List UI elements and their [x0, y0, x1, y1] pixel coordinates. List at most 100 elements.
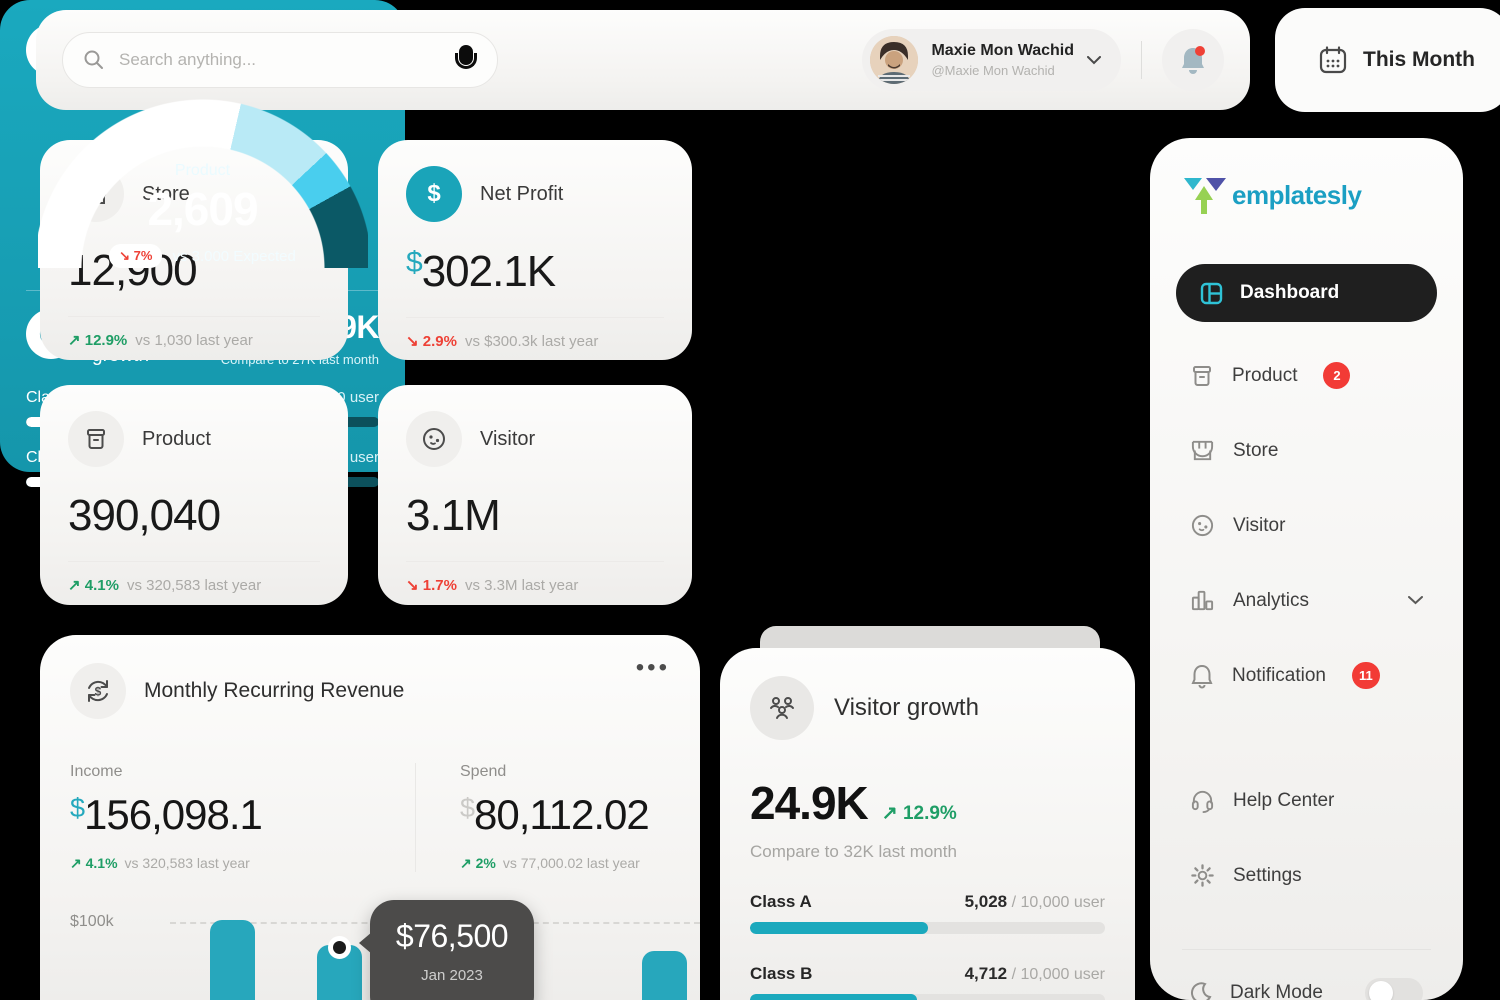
- revenue-bar-chart: $100k $76,500 Jan 2023: [70, 900, 700, 1000]
- stat-value: 3.1M: [406, 491, 501, 540]
- income-label: Income: [70, 763, 123, 780]
- spend-compare: vs 77,000.02 last year: [502, 855, 640, 871]
- revenue-bar[interactable]: [210, 920, 255, 1000]
- bell-icon: [1182, 46, 1205, 74]
- search-input-wrap[interactable]: [62, 32, 498, 88]
- notifications-button[interactable]: [1162, 29, 1224, 91]
- mrr-card: $ Monthly Recurring Revenue ••• Income $…: [40, 635, 700, 1000]
- dark-mode-label: Dark Mode: [1230, 982, 1323, 1000]
- spend-label: Spend: [460, 763, 507, 780]
- search-icon: [83, 49, 105, 71]
- sidebar-item-label: Visitor: [1233, 514, 1286, 536]
- recurring-revenue-icon: $: [70, 663, 126, 719]
- user-menu[interactable]: Maxie Mon Wachid @Maxie Mon Wachid: [862, 29, 1121, 91]
- stat-card-visitor: Visitor 3.1M ↘ 1.7% vs 3.3M last year: [378, 385, 692, 605]
- bell-outline-icon: [1190, 663, 1214, 689]
- gauge-label: Product: [174, 162, 231, 179]
- tooltip-label: Jan 2023: [421, 967, 483, 984]
- topbar-divider: [1141, 41, 1142, 79]
- tooltip-value: $76,500: [395, 918, 509, 954]
- top-bar: Maxie Mon Wachid @Maxie Mon Wachid: [36, 10, 1250, 110]
- dark-mode-row: Dark Mode: [1176, 964, 1437, 1000]
- class-a-value: 5,028: [964, 892, 1008, 911]
- stat-title: Visitor: [480, 427, 536, 450]
- user-name: Maxie Mon Wachid: [931, 42, 1074, 59]
- headset-icon: [1190, 788, 1215, 813]
- notification-badge: 11: [1352, 662, 1380, 689]
- store-icon: [1190, 438, 1215, 463]
- class-a-label: Class A: [750, 892, 812, 911]
- logo[interactable]: emplatesly: [1176, 174, 1437, 216]
- sidebar-item-analytics[interactable]: Analytics: [1176, 563, 1437, 638]
- stat-delta: ↘ 1.7%: [406, 577, 457, 594]
- sidebar-item-dashboard[interactable]: Dashboard: [1176, 264, 1437, 322]
- sidebar-item-settings[interactable]: Settings: [1176, 838, 1437, 913]
- sidebar-item-help-center[interactable]: Help Center: [1176, 763, 1437, 838]
- income-value: $156,098.1: [70, 791, 263, 838]
- chart-tooltip: $76,500 Jan 2023: [359, 900, 534, 1000]
- gauge-delta-pill: ↘ 7%: [109, 244, 163, 268]
- sidebar-item-visitor[interactable]: Visitor: [1176, 488, 1437, 563]
- selected-point-marker: [328, 936, 351, 959]
- sidebar-item-label: Notification: [1232, 664, 1326, 686]
- visitor-growth-title: Visitor growth: [834, 694, 979, 721]
- income-compare: vs 320,583 last year: [124, 855, 250, 871]
- class-a-total: / 10,000 user: [1011, 894, 1105, 911]
- revenue-bar[interactable]: [642, 951, 687, 1000]
- sidebar-item-notification[interactable]: Notification 11: [1176, 638, 1437, 713]
- class-b-progress: [750, 994, 1105, 1000]
- gauge-value: 2,609: [147, 183, 258, 235]
- visitor-growth-card: Visitor growth 24.9K ↗ 12.9% Compare to …: [720, 648, 1135, 1000]
- sidebar-item-label: Settings: [1233, 864, 1302, 886]
- currency-symbol: $: [406, 246, 423, 279]
- sidebar: emplatesly Dashboard Product 2 Store Vis…: [1150, 138, 1463, 1000]
- moon-icon: [1190, 982, 1212, 1000]
- stat-compare: vs 3.3M last year: [464, 577, 579, 594]
- income-column: Income $156,098.1 ↗ 4.1% vs 320,583 last…: [70, 763, 415, 872]
- stat-delta: ↗ 12.9%: [68, 332, 128, 349]
- group-icon: [750, 676, 814, 740]
- product-gauge: Product 2,609 ↘ 7% vs 3.000 Expected: [37, 98, 368, 268]
- gauge-arc: [37, 98, 368, 268]
- class-b-value: 4,712: [964, 964, 1008, 983]
- period-selector[interactable]: This Month: [1275, 8, 1500, 112]
- product-box-icon: [1190, 364, 1214, 388]
- stat-value: $302.1K: [406, 246, 556, 296]
- analytics-icon: [1190, 588, 1215, 613]
- sidebar-item-product[interactable]: Product 2: [1176, 338, 1437, 413]
- stat-compare: vs $300.3k last year: [464, 333, 599, 350]
- y-axis-label: $100k: [70, 913, 114, 930]
- class-a-progress: [750, 922, 1105, 934]
- avatar: [870, 36, 919, 84]
- spend-value: $80,112.02: [460, 791, 650, 838]
- mrr-title: Monthly Recurring Revenue: [144, 679, 405, 702]
- stat-value: 390,040: [68, 491, 221, 540]
- stat-title: Net Profit: [480, 182, 564, 205]
- sidebar-item-store[interactable]: Store: [1176, 413, 1437, 488]
- gauge-expected: vs 3.000 Expected: [172, 247, 296, 265]
- logo-mark-icon: [1184, 178, 1226, 214]
- class-b-total: / 10,000 user: [1011, 966, 1105, 983]
- stat-card-product: Product 390,040 ↗ 4.1% vs 320,583 last y…: [40, 385, 348, 605]
- stat-delta: ↗ 4.1%: [68, 577, 119, 594]
- dollar-icon: $: [406, 166, 462, 222]
- stat-title: Product: [142, 427, 211, 450]
- user-handle: @Maxie Mon Wachid: [931, 63, 1055, 78]
- search-input[interactable]: [119, 50, 441, 70]
- voice-search-icon[interactable]: [455, 45, 477, 75]
- stat-card-net-profit: $ Net Profit $302.1K ↘ 2.9% vs $300.3k l…: [378, 140, 692, 360]
- income-delta: ↗ 4.1%: [70, 855, 118, 871]
- svg-text:$: $: [95, 685, 102, 699]
- period-label: This Month: [1363, 48, 1475, 71]
- stat-delta: ↘ 2.9%: [406, 333, 457, 350]
- spend-column: Spend $80,112.02 ↗ 2% vs 77,000.02 last …: [415, 763, 650, 872]
- chevron-down-icon: [1408, 596, 1423, 605]
- visitor-face-icon: [1190, 513, 1215, 538]
- sidebar-item-label: Product: [1232, 364, 1298, 386]
- stat-compare: vs 1,030 last year: [135, 332, 253, 349]
- calendar-icon: [1319, 46, 1347, 74]
- spend-delta: ↗ 2%: [460, 855, 496, 871]
- gear-icon: [1190, 863, 1215, 888]
- more-options-icon[interactable]: •••: [635, 654, 670, 681]
- dark-mode-toggle[interactable]: [1365, 978, 1423, 1000]
